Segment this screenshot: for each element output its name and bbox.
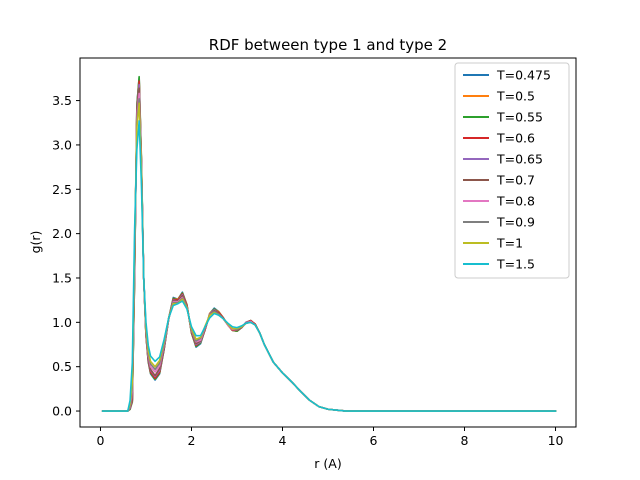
legend-label: T=0.475 <box>496 68 551 83</box>
x-tick-label: 2 <box>188 433 196 448</box>
legend-label: T=0.65 <box>496 152 543 167</box>
x-tick-label: 8 <box>461 433 469 448</box>
chart-title: RDF between type 1 and type 2 <box>209 36 447 54</box>
series-lines <box>101 75 557 412</box>
x-tick-label: 0 <box>97 433 105 448</box>
legend-label: T=0.55 <box>496 110 543 125</box>
y-tick-label: 3.5 <box>52 93 72 108</box>
y-tick-label: 1.5 <box>52 270 72 285</box>
series-line-10 <box>101 120 557 412</box>
x-axis: 0 2 4 6 8 10 <box>97 427 564 448</box>
y-tick-label: 0.0 <box>52 404 72 419</box>
legend-label: T=1 <box>496 236 523 251</box>
y-tick-label: 3.0 <box>52 137 72 152</box>
legend: T=0.475 T=0.5 T=0.55 T=0.6 T=0.65 T=0.7 T=0.8 T… <box>454 62 570 279</box>
axes-frame <box>79 57 577 428</box>
x-tick-label: 6 <box>370 433 378 448</box>
y-tick-label: 2.0 <box>52 226 72 241</box>
legend-label: T=0.7 <box>496 173 535 188</box>
y-tick-label: 2.5 <box>52 182 72 197</box>
y-axis: 0.0 0.5 1.0 1.5 2.0 2.5 3.0 3.5 <box>52 93 80 419</box>
x-tick-label: 10 <box>548 433 564 448</box>
legend-label: T=0.6 <box>496 131 535 146</box>
legend-label: T=1.5 <box>496 257 535 272</box>
x-axis-label: r (A) <box>314 456 341 471</box>
legend-label: T=0.5 <box>496 89 535 104</box>
y-axis-label: g(r) <box>28 231 43 254</box>
x-tick-label: 4 <box>279 433 287 448</box>
legend-label: T=0.8 <box>496 194 535 209</box>
y-tick-label: 0.5 <box>52 359 72 374</box>
y-tick-label: 1.0 <box>52 315 72 330</box>
legend-label: T=0.9 <box>496 215 535 230</box>
